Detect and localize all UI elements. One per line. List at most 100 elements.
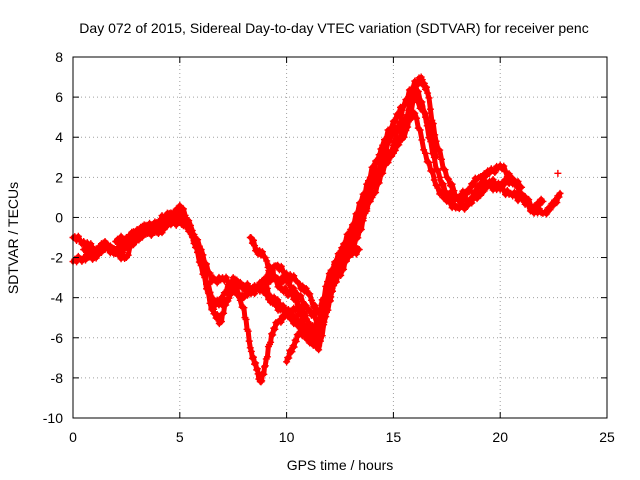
data-point — [124, 236, 132, 244]
data-point — [400, 133, 408, 141]
y-tick-label: -2 — [51, 250, 64, 266]
data-point — [74, 232, 82, 240]
data-point — [418, 76, 426, 84]
data-point — [186, 225, 194, 233]
data-point — [277, 318, 285, 326]
data-point — [291, 292, 299, 300]
data-point — [121, 237, 129, 245]
data-point — [292, 313, 300, 321]
data-point — [261, 362, 269, 370]
data-point — [217, 318, 225, 326]
data-point — [249, 286, 257, 294]
data-point — [283, 358, 291, 366]
y-tick-label: 6 — [55, 89, 63, 105]
data-point — [434, 166, 442, 174]
data-point — [252, 359, 260, 367]
data-point — [213, 311, 221, 319]
data-point — [279, 303, 287, 311]
data-point — [268, 267, 276, 275]
data-point — [315, 342, 323, 350]
data-point — [317, 330, 325, 338]
data-point — [179, 205, 187, 213]
data-point — [336, 265, 344, 273]
data-point — [395, 141, 403, 149]
data-point — [502, 167, 510, 175]
data-point — [243, 280, 251, 288]
series-track-7 — [261, 282, 323, 350]
data-point — [270, 274, 278, 282]
data-point — [395, 111, 403, 119]
data-point — [235, 290, 243, 298]
data-point — [188, 231, 196, 239]
data-point — [313, 321, 321, 329]
data-point — [434, 184, 442, 192]
data-point — [245, 337, 253, 345]
data-point — [300, 320, 308, 328]
data-point — [298, 305, 306, 313]
y-tick-label: -10 — [43, 410, 63, 426]
data-point — [279, 267, 287, 275]
data-point — [248, 354, 256, 362]
data-point — [457, 194, 465, 202]
data-point — [302, 284, 310, 292]
data-point — [311, 301, 319, 309]
data-point — [423, 83, 431, 91]
data-series — [69, 73, 564, 386]
data-point — [535, 201, 543, 209]
data-point — [291, 336, 299, 344]
data-point — [267, 269, 275, 277]
data-point — [263, 284, 271, 292]
data-point — [446, 188, 454, 196]
data-point — [240, 304, 248, 312]
data-point — [308, 296, 316, 304]
data-point — [439, 180, 447, 188]
data-point — [461, 205, 469, 213]
data-point — [505, 170, 513, 178]
data-point — [425, 94, 433, 102]
data-point — [267, 277, 275, 285]
data-point — [514, 184, 522, 192]
data-point — [264, 290, 272, 298]
data-point — [289, 342, 297, 350]
data-point — [261, 254, 269, 262]
data-point — [253, 366, 261, 374]
data-point — [379, 157, 387, 165]
data-point — [364, 192, 372, 200]
data-point — [355, 246, 363, 254]
data-point — [468, 196, 476, 204]
data-point — [257, 378, 265, 386]
y-tick-label: -6 — [51, 330, 64, 346]
data-point — [555, 193, 563, 201]
data-point — [350, 219, 358, 227]
data-point — [320, 321, 328, 329]
data-point — [377, 145, 385, 153]
data-point — [347, 225, 355, 233]
data-point — [83, 239, 91, 247]
data-point — [391, 146, 399, 154]
x-tick-label: 20 — [492, 429, 508, 445]
data-point — [334, 271, 342, 279]
data-point — [482, 172, 490, 180]
data-point — [233, 276, 241, 284]
data-point — [324, 306, 332, 314]
grid — [73, 57, 607, 418]
data-point — [271, 325, 279, 333]
data-point — [413, 93, 421, 101]
data-point — [213, 279, 221, 287]
data-point — [162, 223, 170, 231]
data-point — [418, 136, 426, 144]
data-point — [315, 310, 323, 318]
data-point — [486, 169, 494, 177]
data-point — [240, 294, 248, 302]
data-point — [329, 287, 337, 295]
data-point — [489, 175, 497, 183]
data-point — [366, 187, 374, 195]
data-point — [285, 354, 293, 362]
data-point — [80, 238, 88, 246]
data-point — [427, 131, 435, 139]
data-point — [290, 284, 298, 292]
data-point — [470, 181, 477, 189]
data-point — [414, 98, 422, 106]
data-point — [270, 324, 278, 332]
data-point — [428, 116, 436, 124]
